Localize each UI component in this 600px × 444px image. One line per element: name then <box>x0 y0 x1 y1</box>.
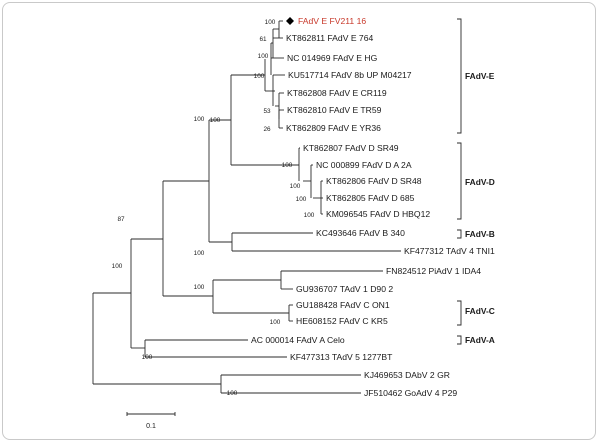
bootstrap-value: 100 <box>304 212 315 219</box>
bootstrap-value: 100 <box>112 263 123 270</box>
taxon-label: KT862811 FAdV E 764 <box>286 33 373 43</box>
taxon-label: HE608152 FAdV C KR5 <box>296 316 388 326</box>
taxon-label: KC493646 FAdV B 340 <box>316 228 405 238</box>
figure-panel: FAdV E FV211 16 KT862811 FAdV E 764 NC 014… <box>2 2 596 440</box>
taxon-label: NC 000899 FAdV D A 2A <box>316 160 412 170</box>
taxon-label: KT862810 FAdV E TR59 <box>287 105 382 115</box>
clade-bracket <box>457 300 462 326</box>
taxon-label: KF477312 TAdV 4 TNI1 <box>404 246 495 256</box>
bootstrap-value: 100 <box>194 284 205 291</box>
taxon-label: KU517714 FAdV 8b UP M04217 <box>288 70 412 80</box>
bootstrap-value: 100 <box>227 390 238 397</box>
clade-bracket <box>457 229 462 239</box>
clade-bracket <box>457 335 462 345</box>
taxon-label: KT862807 FAdV D SR49 <box>303 143 399 153</box>
clade-bracket <box>457 18 462 134</box>
clade-label-a: FAdV-A <box>465 335 495 345</box>
clade-label-d: FAdV-D <box>465 177 495 187</box>
taxon-label: GU936707 TAdV 1 D90 2 <box>296 284 393 294</box>
clade-label-b: FAdV-B <box>465 229 495 239</box>
taxon-label: FAdV E FV211 16 <box>298 16 366 26</box>
clade-bracket <box>457 142 462 220</box>
bootstrap-value: 53 <box>263 108 271 115</box>
scale-bar <box>126 412 176 416</box>
bootstrap-value: 100 <box>210 117 221 124</box>
taxon-label: FN824512 PiAdV 1 IDA4 <box>386 266 481 276</box>
taxon-label: KT862809 FAdV E YR36 <box>286 123 381 133</box>
taxon-label: GU188428 FAdV C ON1 <box>296 300 390 310</box>
clade-label-e: FAdV-E <box>465 71 495 81</box>
taxon-label: KJ469653 DAbV 2 GR <box>364 370 450 380</box>
bootstrap-value: 100 <box>258 53 269 60</box>
taxon-label: KT862805 FAdV D 685 <box>326 193 415 203</box>
bootstrap-value: 26 <box>263 126 271 133</box>
taxon-label: JF510462 GoAdV 4 P29 <box>364 388 457 398</box>
taxon-label: AC 000014 FAdV A Celo <box>251 335 345 345</box>
phylogenetic-tree: FAdV E FV211 16 KT862811 FAdV E 764 NC 014… <box>92 16 495 430</box>
bootstrap-value: 100 <box>194 116 205 123</box>
clade-label-c: FAdV-C <box>465 306 495 316</box>
bootstrap-value: 100 <box>194 250 205 257</box>
marker-diamond-icon <box>286 17 294 25</box>
bootstrap-value: 100 <box>282 162 293 169</box>
scale-bar-label: 0.1 <box>146 423 156 430</box>
bootstrap-value: 87 <box>117 216 125 223</box>
bootstrap-value: 100 <box>265 19 276 26</box>
bootstrap-value: 100 <box>254 73 265 80</box>
bootstrap-value: 100 <box>290 183 301 190</box>
taxon-label: NC 014969 FAdV E HG <box>287 53 378 63</box>
bootstrap-value: 100 <box>142 354 153 361</box>
taxon-label: KF477313 TAdV 5 1277BT <box>290 352 393 362</box>
taxon-label: KT862808 FAdV E CR119 <box>287 88 387 98</box>
bootstrap-value: 100 <box>270 319 281 326</box>
taxon-label: KT862806 FAdV D SR48 <box>326 176 422 186</box>
bootstrap-value: 100 <box>296 196 307 203</box>
taxon-label: KM096545 FAdV D HBQ12 <box>326 209 430 219</box>
bootstrap-value: 61 <box>259 36 267 43</box>
